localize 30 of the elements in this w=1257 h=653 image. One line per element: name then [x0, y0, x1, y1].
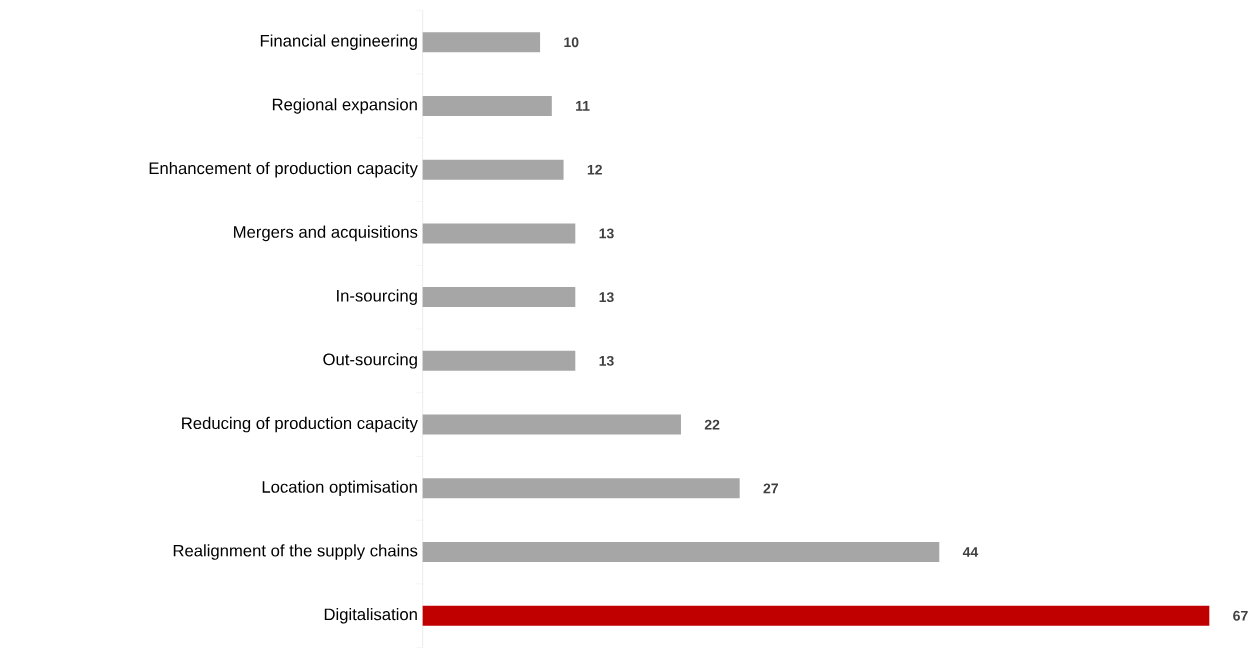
- bar: [422, 350, 576, 371]
- y-tick-label: Regional expansion: [272, 98, 417, 114]
- bar: [422, 223, 576, 244]
- bar: [422, 542, 940, 563]
- y-tick-label: Mergers and acquisitions: [234, 225, 418, 242]
- data-label: 12: [587, 164, 602, 175]
- bar: [422, 32, 541, 53]
- bar: [422, 95, 552, 116]
- y-tick-label: Realignment of the supply chains: [173, 544, 418, 560]
- data-label: 13: [599, 228, 614, 239]
- bar: [422, 159, 564, 180]
- y-tick-label: Out-sourcing: [323, 353, 417, 369]
- data-label: 22: [704, 419, 720, 430]
- y-tick-label: Financial engineering: [260, 34, 417, 50]
- data-label: 13: [599, 355, 614, 366]
- data-label: 67: [1233, 610, 1248, 621]
- bar: [422, 478, 740, 499]
- data-label: 27: [763, 483, 779, 494]
- bar: [422, 414, 681, 435]
- y-tick-label: Digitalisation: [324, 608, 417, 624]
- y-tick-label: Enhancement of production capacity: [149, 161, 418, 178]
- bar: [422, 605, 1210, 626]
- data-label: 13: [599, 292, 614, 303]
- data-label: 11: [576, 101, 590, 111]
- data-label: 44: [962, 547, 979, 557]
- y-tick-label: In-sourcing: [337, 289, 417, 305]
- y-tick-label: Reducing of production capacity: [182, 416, 418, 433]
- bar: [422, 287, 576, 308]
- data-label: 10: [564, 37, 579, 48]
- y-tick-label: Location optimisation: [262, 480, 417, 497]
